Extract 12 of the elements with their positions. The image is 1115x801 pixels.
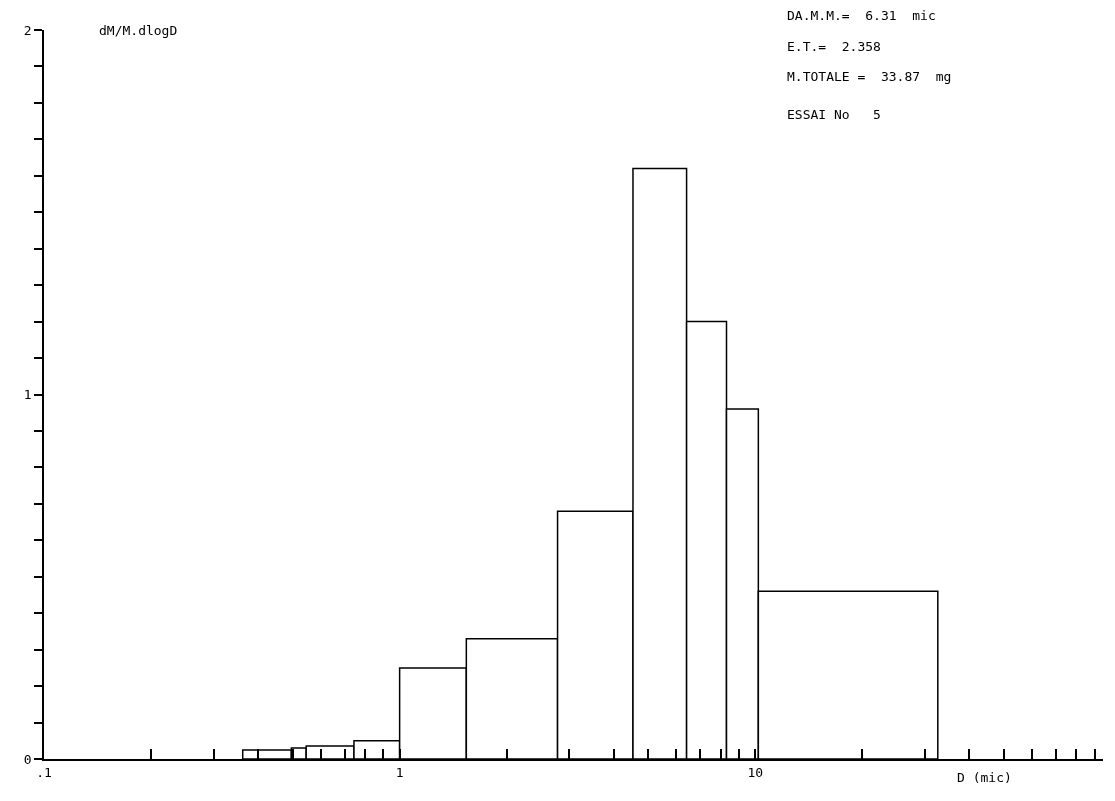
x-tick-label: 1: [395, 764, 404, 780]
annotation: ESSAI No 5: [787, 107, 881, 122]
annotation: E.T.= 2.358: [787, 39, 881, 54]
x-axis-title: D (mic): [957, 770, 1012, 785]
x-tick-label: 10: [747, 764, 764, 780]
y-tick-label: 0: [23, 751, 32, 767]
y-tick-label: 1: [23, 387, 32, 403]
text: DA.M.M.= 6.31 mic: [787, 8, 936, 23]
x-tick-label: .1: [36, 764, 52, 780]
annotation: M.TOTALE = 33.87 mg: [787, 69, 952, 84]
y-tick-label: 2: [23, 22, 32, 38]
y-axis-title: dM/M.dlogD: [99, 23, 178, 38]
